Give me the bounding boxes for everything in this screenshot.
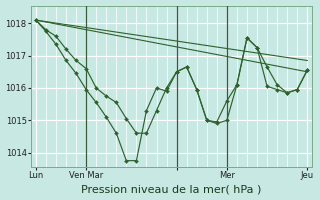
X-axis label: Pression niveau de la mer( hPa ): Pression niveau de la mer( hPa ) <box>81 184 262 194</box>
